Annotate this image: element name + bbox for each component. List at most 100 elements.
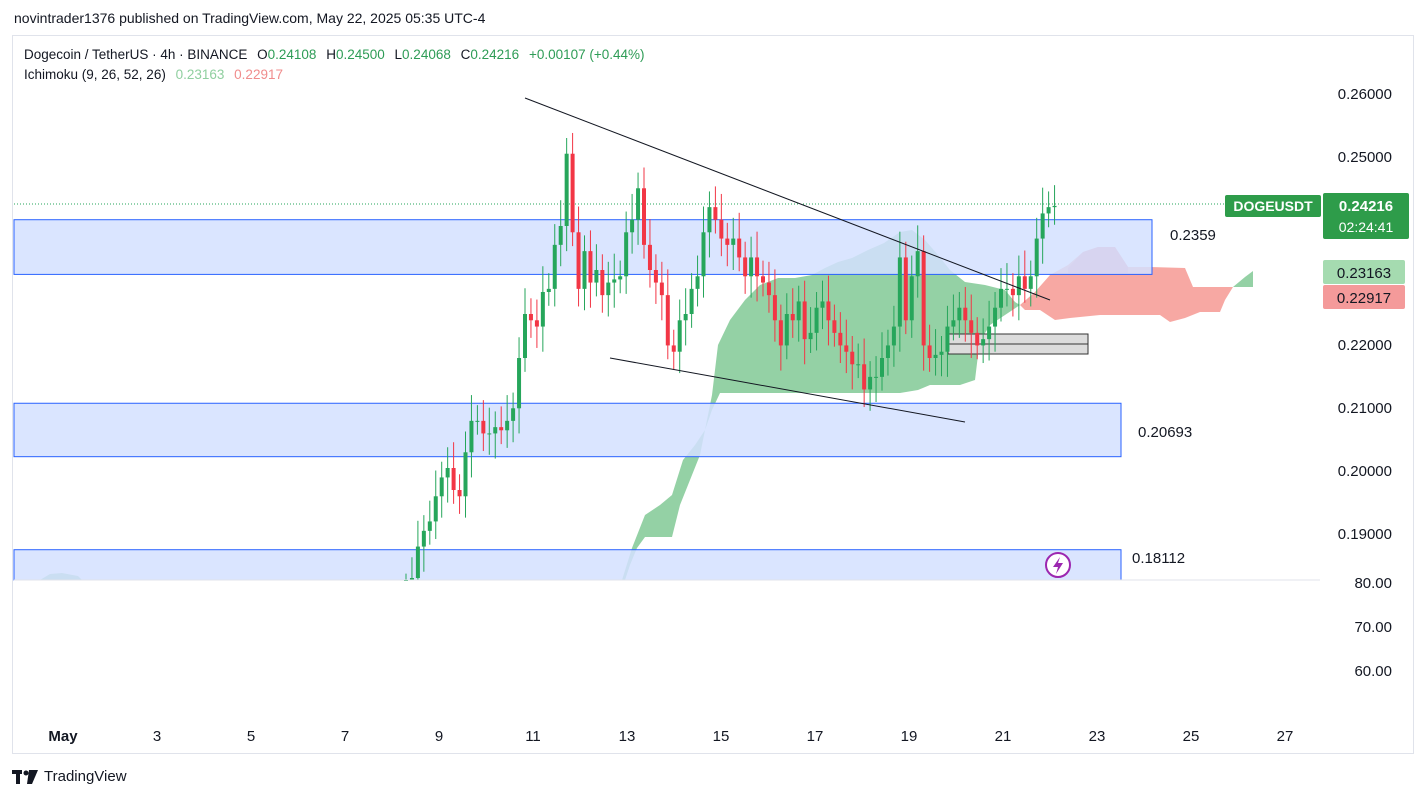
- candle: [975, 317, 980, 360]
- zone-2[interactable]: [13, 549, 1122, 581]
- candle: [665, 269, 670, 360]
- low-value: 0.24068: [402, 47, 451, 62]
- candle: [808, 307, 813, 353]
- candle: [868, 361, 873, 411]
- candle: [523, 288, 527, 372]
- candle: [534, 299, 539, 348]
- candle: [993, 292, 998, 352]
- indicator-legend-row[interactable]: Ichimoku (9, 26, 52, 26) 0.23163 0.22917: [24, 65, 645, 85]
- candle: [790, 288, 795, 338]
- lightning-icon[interactable]: [1045, 552, 1071, 578]
- candle: [737, 212, 742, 272]
- time-tick: 5: [247, 728, 255, 745]
- tradingview-logo[interactable]: TradingView: [12, 768, 127, 785]
- candle: [481, 400, 486, 452]
- span-b-badge[interactable]: 0.22917: [1323, 285, 1405, 309]
- candle: [707, 191, 712, 258]
- candle: [451, 442, 456, 504]
- symbol-legend-row[interactable]: Dogecoin / TetherUS · 4h · BINANCE O0.24…: [24, 45, 645, 65]
- price-tick: 0.21000: [1338, 400, 1392, 417]
- publisher-line: novintrader1376 published on TradingView…: [14, 10, 486, 26]
- symbol-badge[interactable]: DOGEUSDT: [1225, 195, 1321, 217]
- candle: [1052, 185, 1057, 225]
- close-value: 0.24216: [470, 47, 520, 62]
- candle: [891, 305, 896, 367]
- candle: [909, 255, 914, 338]
- candle: [903, 241, 908, 335]
- time-tick: 19: [901, 728, 918, 745]
- zone-label-upper: 0.2359: [1170, 227, 1216, 244]
- candle: [677, 299, 682, 374]
- low-label: L: [394, 47, 403, 62]
- candle: [606, 261, 611, 317]
- candle: [588, 230, 593, 308]
- time-tick: 13: [619, 728, 636, 745]
- price-axis[interactable]: 0.26000 0.25000 0.22000 0.21000 0.20000 0.190…: [14, 86, 1392, 680]
- candle: [963, 286, 968, 342]
- candle: [939, 336, 944, 377]
- candle: [427, 500, 432, 545]
- open-value: 0.24108: [267, 47, 317, 62]
- candle: [772, 269, 777, 342]
- candle: [659, 261, 664, 321]
- upper-trendline[interactable]: [524, 97, 1051, 301]
- indicator-name: Ichimoku (9, 26, 52, 26): [24, 67, 166, 82]
- candle: [784, 293, 789, 360]
- candle: [874, 356, 879, 402]
- price-tick: 80.00: [1354, 575, 1392, 592]
- candle: [558, 200, 563, 267]
- candle: [457, 474, 462, 514]
- svg-text:0.24216: 0.24216: [1339, 198, 1393, 215]
- candlestick-series: [404, 132, 1057, 581]
- tradingview-logo-icon: [12, 769, 38, 784]
- candle: [832, 304, 837, 347]
- candle: [475, 405, 480, 435]
- time-tick: 7: [341, 728, 349, 745]
- indicator-span-b-value: 0.22917: [234, 67, 283, 82]
- candle: [689, 273, 694, 328]
- zone-1[interactable]: [13, 402, 1122, 458]
- candle: [981, 318, 986, 364]
- svg-text:DOGEUSDT: DOGEUSDT: [1233, 198, 1313, 214]
- span-a-badge[interactable]: 0.23163: [1323, 260, 1405, 284]
- candle: [409, 557, 414, 580]
- candle: [1022, 250, 1027, 303]
- chart-legend: Dogecoin / TetherUS · 4h · BINANCE O0.24…: [24, 45, 645, 85]
- last-price-badge[interactable]: 0.24216 02:24:41: [1323, 193, 1409, 239]
- candle: [957, 292, 962, 338]
- candle: [880, 332, 884, 391]
- candle: [445, 447, 450, 503]
- candle: [713, 186, 718, 234]
- open-label: O: [257, 47, 268, 62]
- time-axis[interactable]: May 3 5 7 9 11 13 15 17 19 21 23 25 27: [48, 728, 1293, 745]
- candle: [647, 219, 652, 288]
- candle: [576, 206, 581, 307]
- candle: [552, 224, 557, 307]
- candle: [1010, 273, 1015, 317]
- svg-text:02:24:41: 02:24:41: [1339, 219, 1394, 235]
- candle: [624, 211, 629, 294]
- indicator-span-a-value: 0.23163: [175, 67, 225, 82]
- candle: [612, 253, 617, 308]
- lower-trendline[interactable]: [609, 357, 966, 423]
- candle: [546, 273, 551, 306]
- time-tick: 15: [713, 728, 730, 745]
- candle: [1028, 260, 1033, 307]
- candle: [850, 336, 855, 390]
- time-tick: 9: [435, 728, 443, 745]
- candle: [600, 254, 605, 313]
- price-tick: 60.00: [1354, 663, 1392, 680]
- candle: [1034, 217, 1039, 298]
- candle: [725, 222, 730, 267]
- candle: [731, 217, 736, 270]
- candle: [969, 294, 974, 358]
- candle: [755, 231, 760, 302]
- candle: [719, 193, 724, 257]
- candle: [921, 235, 926, 371]
- candle: [945, 305, 950, 377]
- candle: [582, 235, 587, 311]
- candle: [951, 294, 956, 341]
- candle: [511, 392, 516, 443]
- candle: [701, 206, 706, 298]
